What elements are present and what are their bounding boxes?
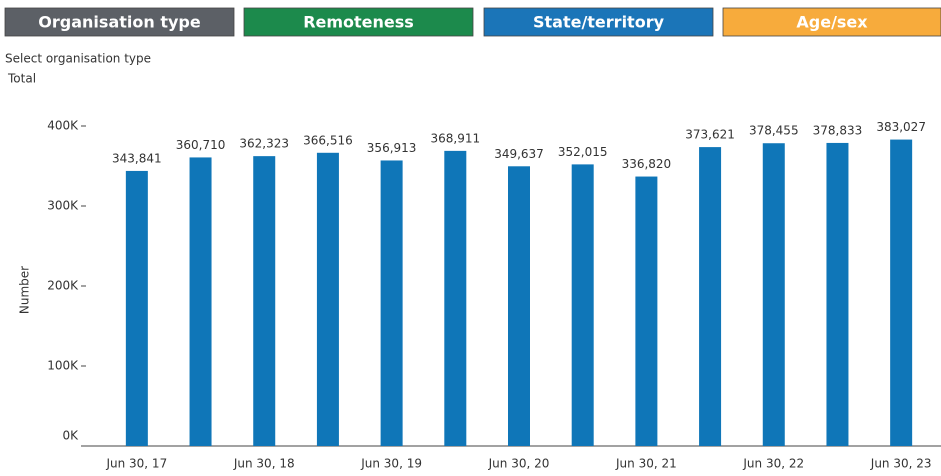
tab-label[interactable]: Organisation type (38, 13, 201, 32)
tab[interactable] (243, 7, 474, 37)
y-tick-label: 300K (47, 199, 79, 213)
x-tick-label: Jun 30, 22 (742, 457, 804, 471)
bar (890, 139, 913, 446)
y-tick-label: 200K (47, 279, 79, 293)
bar (762, 143, 785, 446)
value-label: 336,820 (622, 157, 672, 171)
bar (444, 150, 467, 446)
bar (189, 157, 212, 446)
tab-label[interactable]: State/territory (533, 13, 665, 32)
filter-label: Select organisation type (5, 52, 151, 66)
y-tick-label: 0K (62, 429, 79, 443)
x-tick-label: Jun 30, 17 (105, 457, 167, 471)
filter-value: Total (7, 72, 36, 86)
tab[interactable] (722, 7, 941, 37)
x-tick-label: Jun 30, 21 (615, 457, 677, 471)
bar (316, 152, 339, 446)
value-label: 383,027 (876, 120, 926, 134)
y-axis-label: Number (18, 266, 32, 314)
x-tick-label: Jun 30, 18 (233, 457, 295, 471)
bar (253, 156, 276, 446)
tab-label[interactable]: Remoteness (303, 13, 414, 32)
x-tick-label: Jun 30, 23 (870, 457, 932, 471)
bar (699, 147, 722, 446)
value-label: 352,015 (558, 145, 608, 159)
x-tick-label: Jun 30, 20 (488, 457, 550, 471)
y-tick-label: 100K (47, 359, 79, 373)
bar (508, 166, 530, 446)
tab[interactable] (483, 7, 714, 37)
value-label: 368,911 (430, 131, 480, 145)
bar (571, 164, 594, 446)
value-label: 360,710 (176, 138, 226, 152)
bar (380, 160, 403, 446)
tab-label[interactable]: Age/sex (796, 13, 868, 32)
bar (635, 176, 658, 446)
bar (125, 170, 148, 447)
bar (826, 142, 849, 446)
value-label: 373,621 (685, 128, 735, 142)
value-label: 366,516 (303, 133, 353, 147)
value-label: 349,637 (494, 147, 544, 161)
value-label: 362,323 (239, 137, 289, 151)
value-label: 378,455 (749, 124, 799, 138)
value-label: 378,833 (813, 123, 863, 137)
value-label: 343,841 (112, 151, 162, 165)
tab[interactable] (4, 7, 235, 37)
x-tick-label: Jun 30, 19 (360, 457, 422, 471)
y-tick-label: 400K (47, 119, 79, 133)
value-label: 356,913 (367, 141, 417, 155)
